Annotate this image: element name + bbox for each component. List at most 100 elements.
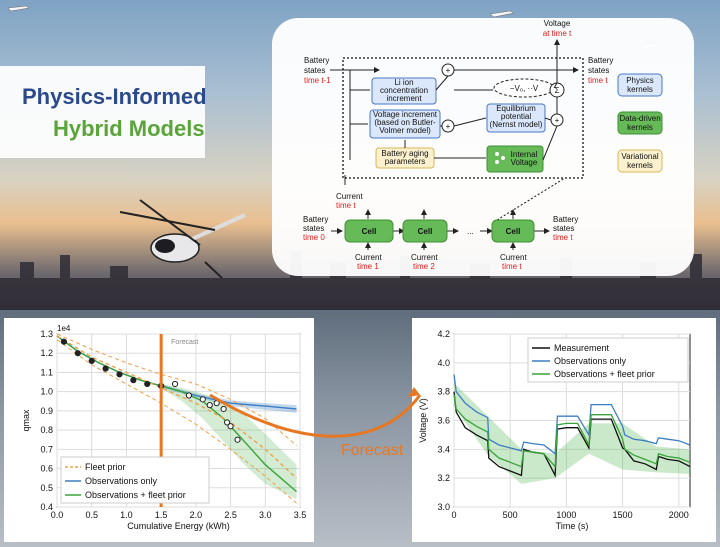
chart2-x-tick-1: 500 [503,510,518,520]
chart1-x-tick-5: 2.5 [224,510,237,520]
chart1-legend-label-0: Fleet prior [85,462,126,472]
chart2-y-tick-3: 3.6 [437,416,450,426]
kernel-legend: Physics kernels Data-driven kernels Vari… [617,73,663,173]
vinc-l2: (based on Butler- [374,118,436,127]
chart2-legend-label-0: Measurement [554,343,610,353]
states-end-l1: Battery [553,215,578,224]
chart2-y-tick-2: 3.4 [437,444,450,454]
chart1-x-tick-4: 2.0 [190,510,203,520]
current3-time: time t [502,262,522,271]
chart1-legend-label-2: Observations + fleet prior [85,490,186,500]
formula-text: −V₀, ··V [510,84,539,93]
legend-data-driven [617,111,663,135]
voltage-increment-box [369,109,441,139]
li-ion-l1: Li ion [394,78,413,87]
chart1-observation-13 [220,405,227,413]
chart1-y-tick-1: 0.5 [40,483,53,493]
eq-l2: potential [501,112,531,121]
chart1-x-tick-0: 0.0 [51,510,64,520]
title-box [0,66,205,158]
legend-var-l2: kernels [627,161,653,170]
chart1-x-tick-7: 3.5 [294,510,307,520]
current2-time: time 2 [413,262,435,271]
cell-detail-box [342,57,584,179]
chart2-series-0 [453,391,691,478]
chart1-series-2 [56,335,297,479]
chart1-y-tick-8: 1.2 [40,348,53,358]
svg-text:+: + [555,116,560,125]
chart1-observation-14 [224,419,231,426]
states-prev-time: time t-1 [304,76,331,85]
chart1-x-tick-6: 3.0 [259,510,272,520]
chart1-y-tick-0: 0.4 [40,502,53,512]
chart1-observation-6 [144,380,151,388]
chart1-observation-16 [234,436,241,443]
chart1-prior-bound-1 [56,339,297,504]
current-top-label: Current [336,192,363,201]
current3-label: Current [500,253,527,262]
eq-l3: (Nernst model) [490,120,543,129]
chart2-legend-label-1: Observations only [554,356,627,366]
cell-t [491,219,535,243]
chart1-forecast-marker: Forecast [171,339,198,346]
forecast-arrowhead [408,387,420,397]
chart1-y-tick-6: 1.0 [40,387,53,397]
chart1-scale-label: 1e4 [57,324,71,333]
legend-var-l1: Variational [621,152,658,161]
chart1-prior-bound-0 [56,333,297,446]
chart1-observation-4 [116,371,123,378]
int-l2: Voltage [511,158,538,167]
aging-l1: Battery aging [381,149,428,158]
chart1-series-1 [56,335,297,493]
title-line-1: Physics-Informed [22,84,207,109]
chart1-x-tick-2: 1.0 [120,510,133,520]
chart2-y-tick-1: 3.2 [437,473,450,483]
states0-l1: Battery [303,215,328,224]
chart1-y-tick-7: 1.1 [40,367,53,377]
svg-text:+: + [446,66,451,75]
chart2-y-tick-4: 3.8 [437,387,450,397]
voltage-out-label: Voltage [544,19,571,28]
svg-text:+: + [446,122,451,131]
chart1-observation-15 [227,423,234,430]
chart1-fleet-band [161,383,297,500]
chart1-observation-2 [88,357,95,365]
legend-physics-l2: kernels [627,85,653,94]
skyline [0,250,720,310]
chart1-legend-label-1: Observations only [85,476,158,486]
chart2-y-tick-5: 4.0 [437,358,450,368]
chart1-observation-1 [74,350,81,357]
chart1-observation-9 [185,392,193,399]
cell-2-label: Cell [418,227,433,236]
chart2-band [454,383,690,484]
states-end-l2: states [553,224,574,233]
chart2-x-label: Time (s) [556,521,589,531]
chart1-x-label: Cumulative Energy (kWh) [127,521,230,531]
forecast-label: Forecast [341,442,404,459]
chart2-x-tick-2: 1000 [556,510,576,520]
eq-l1: Equilibrium [496,104,536,113]
voltage-out-time: at time t [543,29,572,38]
chart1-x-tick-3: 1.5 [155,510,168,520]
chart1-y-tick-2: 0.6 [40,464,53,474]
states0-time: time 0 [303,233,325,242]
current-top-time: time t [336,201,356,210]
legend-dd-l2: kernels [627,123,653,132]
chart1-y-tick-5: 0.9 [40,406,53,416]
vinc-l1: Voltage increment [373,110,438,119]
chart2-x-tick-3: 1500 [613,510,633,520]
chart2-y-tick-6: 4.2 [437,329,450,339]
chart1-observation-10 [199,396,206,403]
chart1-y-tick-9: 1.3 [40,329,53,339]
legend-variational [617,149,663,173]
li-ion-l3: increment [386,94,422,103]
chart1-observation-8 [171,380,179,388]
chain-dots: ... [467,227,474,236]
chart2-series-2 [453,394,691,469]
chart1-observation-3 [102,365,109,372]
chart2-y-label: Voltage (V) [418,398,428,443]
chart2-series-1 [453,374,691,455]
chart1-observation-5 [130,377,137,384]
